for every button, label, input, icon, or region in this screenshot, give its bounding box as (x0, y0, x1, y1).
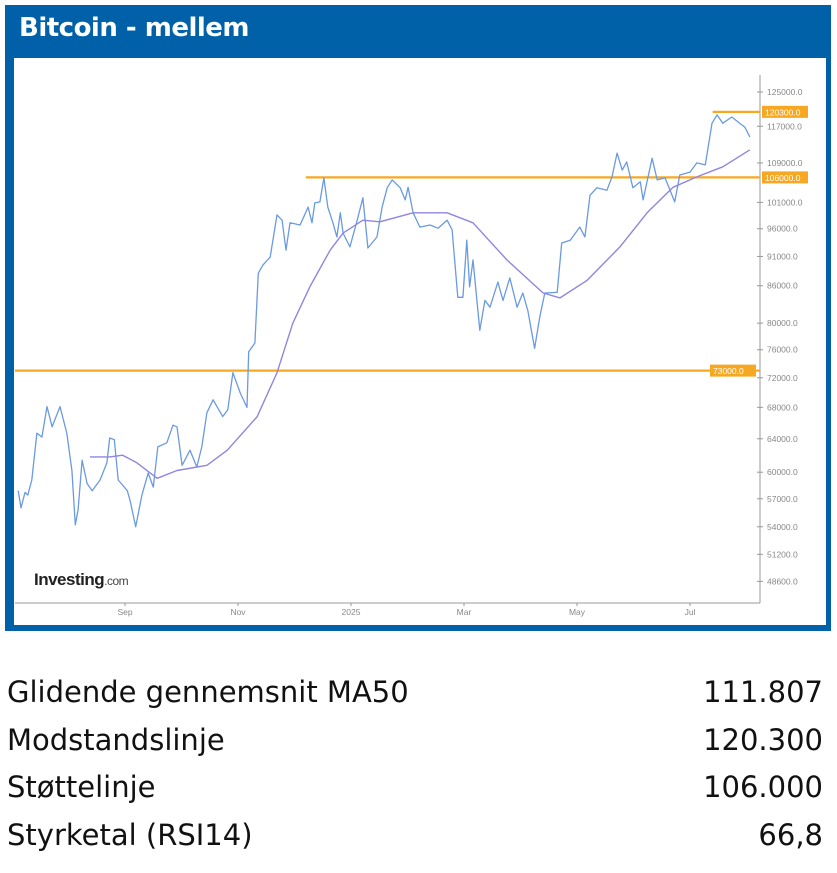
level-badge (710, 364, 756, 377)
y-tick-label: 109000.0 (767, 158, 803, 168)
logo-suffix: .com (104, 574, 129, 588)
ma50-line (90, 149, 751, 479)
stat-row-rsi: Styrketal (RSI14) 66,8 (7, 818, 823, 858)
y-tick-label: 91000.0 (767, 251, 798, 261)
x-tick-label: May (569, 607, 586, 617)
logo-brand: Investing (34, 570, 105, 589)
stat-value: 106.000 (703, 770, 823, 804)
chart-panel: Bitcoin - mellem 125000.0 117000.0 109000.… (5, 5, 831, 631)
y-tick-label: 64000.0 (767, 434, 798, 444)
x-tick-label: 2025 (342, 607, 361, 617)
chart-title: Bitcoin - mellem (19, 13, 250, 43)
level-badge-label: 73000.0 (713, 366, 744, 376)
y-tick-label: 76000.0 (767, 345, 798, 355)
stat-row-support: Støttelinje 106.000 (7, 770, 823, 810)
stat-value: 111.807 (703, 675, 823, 709)
stat-label: Styrketal (RSI14) (7, 818, 253, 852)
y-tick-label: 96000.0 (767, 224, 798, 234)
x-tick-label: Mar (457, 607, 472, 617)
y-tick-label: 80000.0 (767, 318, 798, 328)
level-badge-label: 120300.0 (765, 107, 801, 117)
stat-row-resistance: Modstandslinje 120.300 (7, 723, 823, 763)
stat-value: 66,8 (758, 818, 823, 852)
y-tick-label: 86000.0 (767, 281, 798, 291)
level-badge (762, 171, 808, 184)
x-tick-label: Sep (117, 607, 132, 617)
investing-logo: Investing.com (34, 570, 129, 590)
plot-area: 125000.0 117000.0 109000.0 101000.0 96000.0 9… (14, 58, 826, 625)
level-badge-label: 106000.0 (765, 173, 801, 183)
stat-row-ma50: Glidende gennemsnit MA50 111.807 (7, 675, 823, 715)
y-tick-label: 125000.0 (767, 87, 803, 97)
y-tick-label: 57000.0 (767, 494, 798, 504)
y-tick-label: 48600.0 (767, 576, 798, 586)
y-tick-label: 117000.0 (767, 121, 802, 131)
x-tick-label: Jul (685, 607, 696, 617)
y-tick-label: 68000.0 (767, 402, 798, 412)
y-tick-label: 101000.0 (767, 197, 803, 207)
price-line (17, 114, 751, 528)
level-badge (762, 105, 808, 118)
stat-label: Glidende gennemsnit MA50 (7, 675, 409, 709)
y-tick-label: 72000.0 (767, 373, 798, 383)
x-tick-label: Nov (230, 607, 246, 617)
stat-label: Støttelinje (7, 770, 156, 804)
y-tick-label: 51200.0 (767, 549, 798, 559)
y-tick-label: 54000.0 (767, 522, 798, 532)
stat-label: Modstandslinje (7, 723, 225, 757)
price-chart: 125000.0 117000.0 109000.0 101000.0 96000.0 9… (15, 75, 808, 617)
y-tick-label: 60000.0 (767, 467, 798, 477)
stat-value: 120.300 (703, 723, 823, 757)
